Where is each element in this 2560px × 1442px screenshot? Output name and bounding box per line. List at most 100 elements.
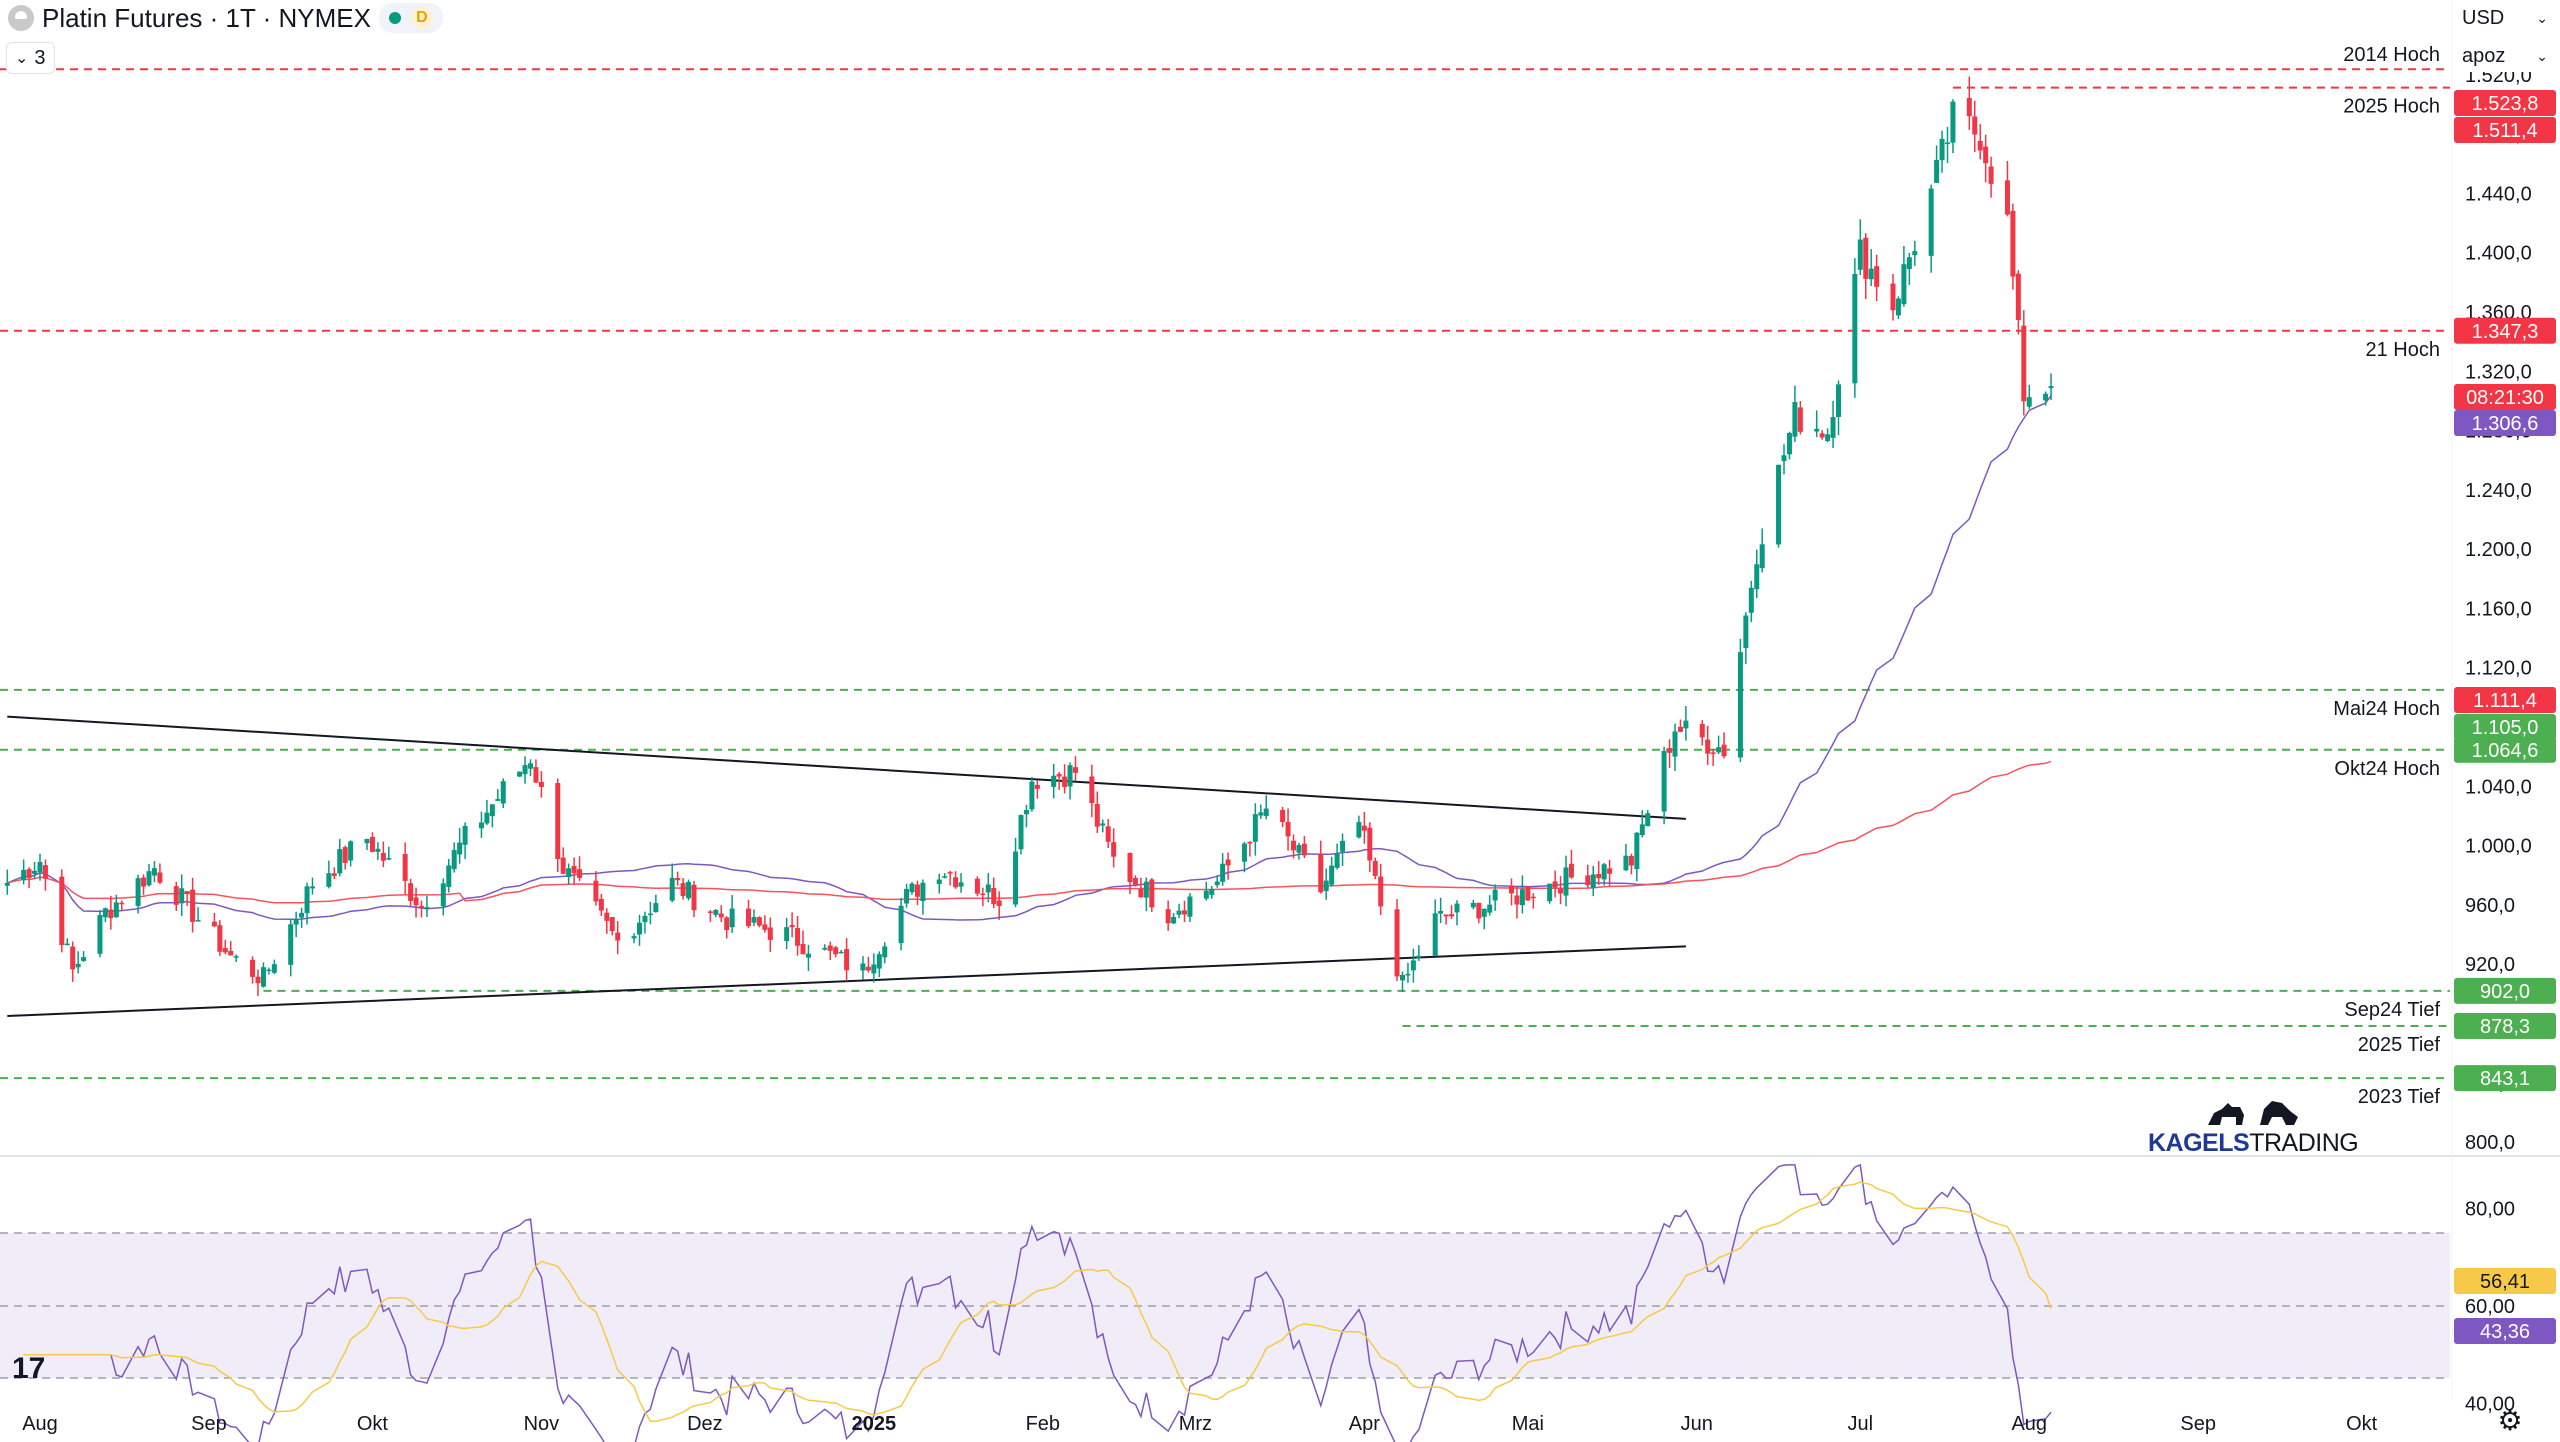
- level-label: 21 Hoch: [2366, 339, 2441, 361]
- x-tick-label: Jun: [1681, 1413, 1713, 1435]
- candle-body: [119, 902, 125, 905]
- candle-body: [1034, 784, 1040, 789]
- candle-body: [1988, 166, 1994, 184]
- candle-body: [909, 883, 915, 893]
- candle-body: [113, 902, 119, 918]
- candle-body: [222, 948, 228, 953]
- candle-body: [904, 888, 910, 904]
- candle-body: [75, 963, 81, 968]
- y-tick-label: 960,0: [2465, 895, 2515, 917]
- candle-body: [871, 964, 877, 974]
- candle-body: [1786, 432, 1792, 455]
- tradingview-logo[interactable]: 17: [12, 1352, 46, 1385]
- candle-body: [2021, 325, 2027, 402]
- candle-body: [1454, 903, 1460, 913]
- candle-body: [1285, 821, 1291, 837]
- candle-body: [331, 873, 337, 876]
- price-tag: [2454, 117, 2556, 143]
- rsi-line: [23, 1163, 2052, 1442]
- candle-body: [686, 881, 692, 899]
- candle-body: [299, 912, 305, 918]
- x-tick-label: Dez: [687, 1413, 723, 1435]
- candle-body: [1934, 159, 1940, 183]
- candle-body: [669, 877, 675, 901]
- candle-body: [1323, 880, 1329, 892]
- candle-body: [631, 936, 637, 939]
- candle-body: [795, 928, 801, 946]
- gear-icon[interactable]: ⚙: [2497, 1405, 2523, 1436]
- market-status[interactable]: D: [378, 3, 443, 33]
- last-price-tag: [2454, 410, 2556, 436]
- candle-body: [1552, 881, 1558, 888]
- candle-body: [1372, 860, 1378, 876]
- candle-body: [767, 927, 773, 940]
- candle-body: [419, 906, 424, 908]
- trendline: [7, 945, 1686, 1018]
- candle-body: [457, 842, 463, 855]
- candle-body: [1132, 877, 1138, 885]
- candle-body: [1492, 889, 1498, 901]
- x-tick-label: Nov: [524, 1413, 560, 1435]
- candle-body: [266, 969, 272, 972]
- candle-body: [1443, 914, 1449, 917]
- candle-body: [1945, 142, 1950, 144]
- candle-body: [876, 954, 882, 969]
- candle-body: [920, 882, 926, 902]
- candle-body: [32, 870, 38, 874]
- bull-bear-icon: [2208, 1101, 2298, 1125]
- x-tick-label: Aug: [22, 1413, 58, 1435]
- candle-body: [784, 927, 790, 942]
- candle-body: [1901, 264, 1907, 305]
- candle-body: [2026, 397, 2032, 407]
- candle-body: [1263, 808, 1269, 816]
- x-tick-label: Mrz: [1179, 1413, 1212, 1435]
- rsi-ma-tag: [2454, 1268, 2556, 1294]
- candle-body: [729, 908, 735, 928]
- candle-body: [974, 878, 980, 894]
- candle-body: [953, 877, 959, 888]
- candle-body: [451, 850, 457, 870]
- candle-body: [1143, 881, 1149, 898]
- y-tick-label: 920,0: [2465, 954, 2515, 976]
- candle-body: [1149, 879, 1155, 908]
- indicator-legend-toggle[interactable]: ⌄ 3: [6, 42, 55, 74]
- candle-body: [538, 781, 544, 787]
- candle-body: [146, 871, 152, 886]
- candle-body: [1252, 814, 1258, 842]
- candle-body: [1111, 842, 1117, 857]
- candle-body: [1710, 752, 1716, 754]
- chevron-down-icon: ⌄: [2536, 9, 2548, 26]
- candle-body: [1563, 867, 1569, 896]
- candle-body: [1547, 883, 1553, 902]
- candle-body: [528, 763, 533, 769]
- candle-body: [653, 903, 659, 913]
- candle-body: [1716, 747, 1722, 753]
- time-axis[interactable]: Aug Sep Okt Nov Dez 2025 Feb Mrz Apr Mai Jun Jul Aug…: [22, 1413, 2377, 1435]
- candle-body: [337, 849, 343, 874]
- unit-select[interactable]: apoz ⌄: [2456, 40, 2556, 72]
- x-tick-label: Mai: [1512, 1413, 1544, 1435]
- logo-kagels: KAGELS: [2148, 1129, 2250, 1157]
- candle-body: [489, 804, 495, 817]
- moving-averages: [7, 395, 2052, 921]
- currency-select[interactable]: USD ⌄: [2456, 2, 2556, 34]
- symbol-title[interactable]: Platin Futures · 1T · NYMEX: [42, 2, 371, 33]
- candle-body: [713, 910, 719, 915]
- candle-body: [1334, 853, 1340, 868]
- candle-body: [914, 884, 920, 897]
- candle-body: [1067, 765, 1073, 787]
- candle-body: [1094, 803, 1100, 827]
- candle-body: [1836, 384, 1841, 417]
- x-tick-label: Okt: [2346, 1413, 2378, 1435]
- candle-body: [1214, 881, 1220, 886]
- candle-body: [228, 950, 234, 956]
- candle-body: [1797, 407, 1803, 432]
- candle-body: [675, 878, 681, 881]
- candle-body: [1165, 909, 1171, 924]
- ma200-line: [7, 760, 2052, 904]
- y-tick-label: 1.400,0: [2465, 243, 2532, 265]
- candle-body: [833, 947, 839, 955]
- candle-body: [408, 883, 414, 901]
- price-tags: 1.523,8 1.511,4 1.347,3 1.105,0 1.111,4 1.064…: [2454, 90, 2556, 1344]
